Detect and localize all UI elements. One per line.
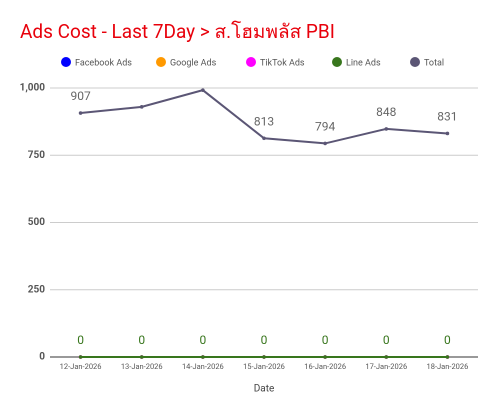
legend-label: Facebook Ads (75, 58, 132, 68)
y-tick-label: 500 (28, 217, 45, 228)
data-label: 0 (199, 333, 206, 347)
data-point (201, 88, 205, 92)
data-point (445, 355, 450, 359)
legend-marker (156, 57, 166, 67)
x-tick-label: 15-Jan-2026 (243, 362, 285, 371)
legend-marker (246, 57, 256, 67)
x-axis-title: Date (254, 384, 275, 395)
data-point (78, 111, 83, 115)
data-point (139, 355, 144, 359)
data-label: 848 (376, 105, 396, 119)
data-label: 0 (261, 333, 268, 347)
data-point (384, 355, 389, 359)
data-label: 794 (315, 120, 335, 134)
legend-label: Google Ads (170, 58, 217, 68)
x-tick-label: 14-Jan-2026 (182, 362, 224, 371)
data-point (445, 131, 450, 136)
data-point (323, 141, 327, 146)
legend-marker (61, 57, 71, 67)
legend-marker (332, 57, 342, 67)
data-label: 831 (437, 110, 457, 124)
data-point (262, 136, 266, 141)
data-point (139, 105, 144, 109)
data-label: 813 (254, 114, 274, 128)
data-point (323, 355, 327, 359)
legend-label: Line Ads (346, 58, 381, 68)
legend-label: Total (424, 58, 444, 68)
y-tick-label: 250 (28, 284, 45, 295)
chart-title: Ads Cost - Last 7Day > ส.โฮมพลัส PBI (20, 20, 335, 43)
legend-marker (410, 57, 420, 67)
x-tick-label: 17-Jan-2026 (365, 362, 407, 371)
y-tick-label: 1,000 (20, 83, 46, 94)
y-tick-label: 0 (39, 352, 45, 363)
data-label: 0 (77, 333, 84, 347)
data-point (384, 127, 389, 131)
data-label: 0 (138, 333, 145, 347)
data-label: 907 (70, 89, 90, 103)
x-tick-label: 18-Jan-2026 (427, 362, 469, 371)
data-label: 0 (383, 333, 390, 347)
x-tick-label: 12-Jan-2026 (60, 362, 102, 371)
data-point (78, 355, 83, 359)
data-point (201, 355, 205, 359)
data-label: 0 (444, 333, 451, 347)
y-tick-label: 750 (28, 150, 45, 161)
legend-label: TikTok Ads (260, 58, 305, 68)
data-point (262, 355, 266, 359)
x-tick-label: 16-Jan-2026 (304, 362, 346, 371)
data-label: 0 (322, 333, 329, 347)
x-tick-label: 13-Jan-2026 (121, 362, 163, 371)
